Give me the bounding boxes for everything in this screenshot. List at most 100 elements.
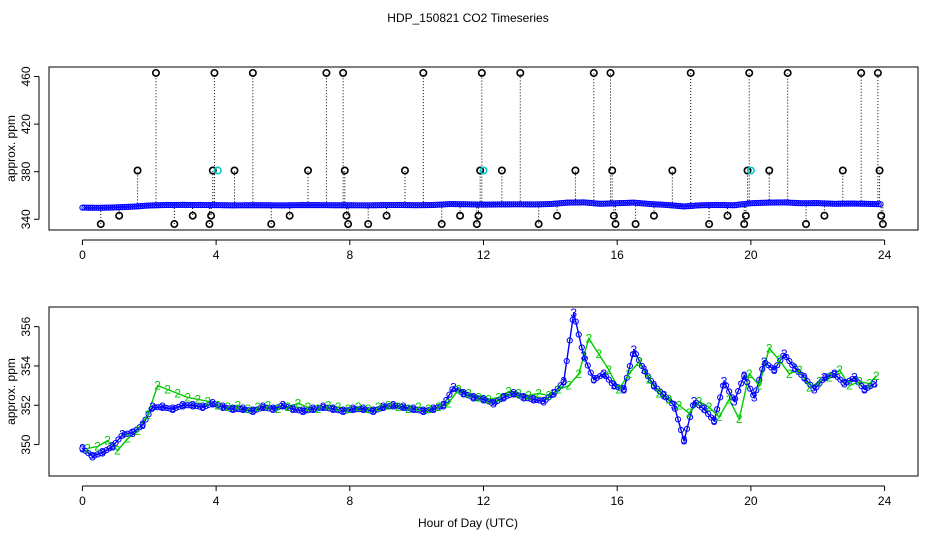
flag-point (151, 68, 160, 77)
baseline-point (133, 203, 140, 210)
series-3-marker: 3 (290, 402, 297, 416)
baseline-point (285, 202, 293, 209)
baseline-point (329, 202, 337, 209)
baseline-point (225, 202, 232, 209)
series-point (578, 344, 585, 351)
baseline-point (197, 201, 204, 209)
series-2-marker: 2 (646, 373, 653, 387)
baseline-point (855, 200, 862, 207)
baseline-point (189, 201, 196, 209)
baseline-point (346, 202, 353, 209)
series-2-marker: 2 (746, 367, 753, 381)
series-2-marker: 2 (806, 381, 813, 395)
baseline-point (444, 201, 451, 208)
series-point (217, 403, 224, 410)
series-point (109, 443, 116, 450)
series-3-marker: 3 (701, 402, 708, 416)
series-point (425, 407, 432, 414)
series-point (115, 436, 122, 443)
series-3-marker: 3 (721, 375, 728, 389)
baseline-point (269, 202, 277, 209)
series-3-marker: 3 (270, 402, 277, 416)
series-2-marker: 2 (626, 367, 633, 381)
baseline-point (542, 201, 549, 208)
baseline-point (644, 200, 652, 207)
series-point (629, 351, 637, 358)
series-2-marker: 2 (415, 400, 422, 414)
series-point (735, 388, 742, 395)
series-point (431, 405, 438, 412)
flag-point (857, 68, 866, 77)
baseline-point (747, 200, 754, 207)
series-2-marker: 2 (184, 390, 191, 404)
series-point (404, 404, 411, 412)
flag-point (188, 211, 197, 220)
top-plot-frame (48, 66, 919, 231)
baseline-point (277, 202, 285, 209)
baseline-point (761, 199, 768, 206)
series-point (626, 362, 633, 370)
series-point (801, 374, 808, 381)
baseline-point (157, 202, 164, 209)
baseline-point (767, 199, 774, 206)
series-point (271, 405, 279, 412)
series-point (332, 406, 339, 413)
flag-point (875, 166, 884, 175)
baseline-point (859, 200, 866, 207)
series-point (443, 396, 450, 404)
series-2-marker: 2 (455, 383, 462, 397)
flag-point (668, 166, 677, 175)
series-3-marker: 3 (380, 400, 387, 414)
series-3-marker: 3 (841, 377, 848, 391)
flag-point (740, 220, 749, 229)
series-point (870, 381, 877, 388)
flag-point (208, 166, 217, 175)
series-2-marker: 2 (786, 367, 793, 381)
flag-point (476, 166, 485, 175)
baseline-point (83, 204, 90, 211)
series-point (286, 404, 294, 412)
series-point (151, 404, 158, 411)
baseline-point (434, 201, 441, 208)
series-point (500, 394, 507, 401)
baseline-point (660, 201, 668, 208)
baseline-point (414, 202, 421, 209)
baseline-point (303, 202, 311, 209)
bottom-x-tick-label: 0 (79, 494, 86, 508)
baseline-point (502, 201, 509, 208)
baseline-point (183, 201, 190, 209)
series-3-marker: 3 (871, 377, 878, 391)
baseline-point (668, 202, 676, 209)
bottom-x-tick-label: 12 (477, 494, 491, 508)
series-2-marker: 2 (325, 398, 332, 412)
series-point (759, 365, 766, 373)
baseline-point (169, 201, 176, 209)
series-3-marker: 3 (109, 440, 116, 454)
baseline-point (378, 202, 385, 209)
baseline-point (771, 199, 778, 206)
baseline-point (719, 201, 726, 209)
baseline-point (813, 200, 820, 207)
baseline-point (360, 202, 367, 209)
series-point (479, 396, 486, 403)
baseline-point (117, 204, 124, 211)
baseline-point (574, 199, 581, 206)
baseline-point (594, 200, 601, 207)
series-point (145, 411, 152, 418)
series-point (503, 393, 510, 400)
series-2-marker: 2 (826, 371, 833, 385)
baseline-point (520, 201, 527, 208)
baseline-point (474, 201, 481, 208)
series-point (708, 414, 715, 421)
series-point (786, 357, 793, 365)
series-2-marker: 2 (535, 386, 542, 400)
baseline-point (508, 201, 515, 208)
baseline-point (841, 200, 848, 207)
baseline-point (354, 202, 361, 209)
baseline-point (265, 202, 273, 209)
baseline-point (817, 200, 824, 207)
baseline-point (410, 202, 417, 209)
series-point (350, 406, 357, 413)
series-point (807, 381, 814, 388)
baseline-point (698, 202, 706, 209)
